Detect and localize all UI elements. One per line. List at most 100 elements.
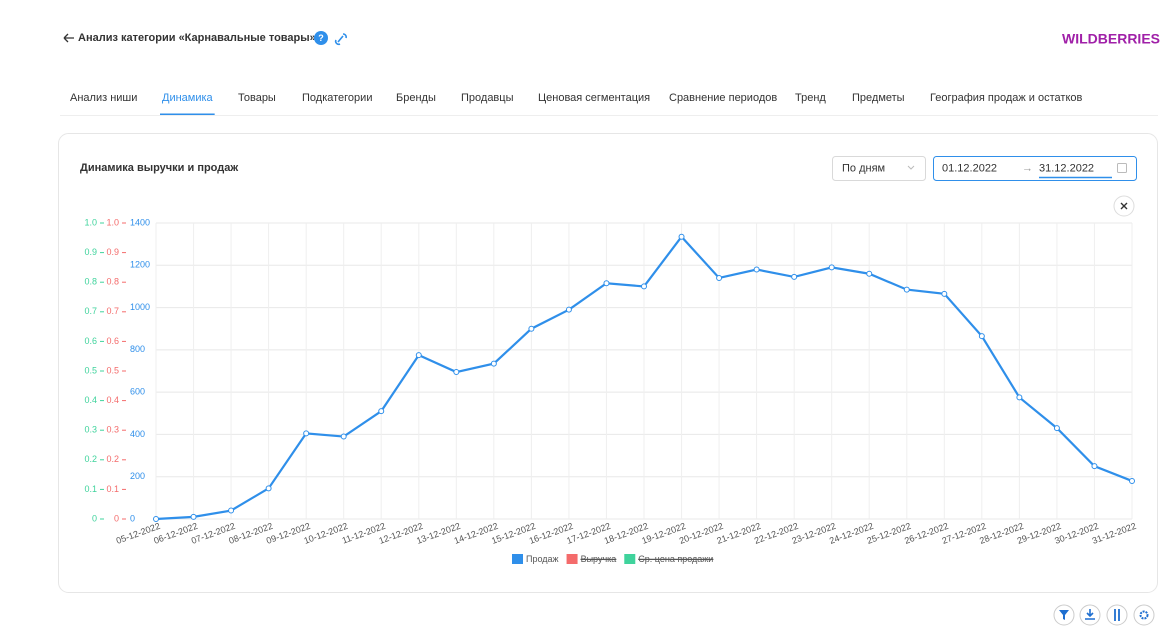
data-point — [190, 513, 197, 520]
data-point — [340, 433, 347, 440]
y2-tick-label: 0.3 — [106, 425, 119, 435]
data-point — [941, 290, 948, 297]
legend-swatch[interactable] — [624, 554, 636, 564]
y3-tick-label: 1.0 — [84, 217, 97, 227]
data-point — [603, 280, 610, 287]
data-point — [303, 430, 310, 437]
download-icon — [1085, 609, 1095, 620]
y2-tick-label: 1.0 — [106, 217, 119, 227]
close-icon — [1120, 202, 1128, 210]
date-range[interactable] — [933, 156, 1137, 181]
sort-button[interactable] — [1106, 604, 1128, 626]
data-point — [378, 408, 385, 415]
legend-swatch[interactable] — [512, 554, 523, 564]
tab[interactable]: Ценовая сегментация — [538, 92, 650, 104]
data-point — [490, 360, 497, 367]
data-point — [791, 273, 798, 280]
y2-tick-label: 0.1 — [106, 484, 119, 494]
y2-tick-label: 0 — [114, 513, 119, 523]
select-caret — [907, 165, 915, 170]
date-from[interactable]: 01.12.2022 — [942, 162, 997, 174]
data-point — [903, 286, 910, 293]
data-point — [453, 369, 460, 376]
y-tick-label: 0 — [130, 513, 135, 523]
y-tick-label: 200 — [130, 471, 145, 481]
period-select-value: По дням — [842, 162, 885, 174]
y2-tick-label: 0.6 — [106, 336, 119, 346]
settings-button[interactable] — [1133, 604, 1155, 626]
data-point — [978, 333, 985, 340]
tab[interactable]: География продаж и остатков — [930, 92, 1083, 104]
tab[interactable]: Динамика — [162, 92, 214, 104]
data-point — [716, 274, 723, 281]
help-icon-glyph: ? — [318, 33, 324, 43]
back-arrow[interactable] — [63, 33, 74, 43]
data-point — [153, 516, 159, 522]
data-point — [828, 264, 835, 271]
y2-tick-label: 0.8 — [106, 277, 119, 287]
data-point — [866, 270, 873, 277]
data-point — [1091, 463, 1098, 470]
period-select[interactable] — [832, 156, 926, 181]
tab[interactable]: Бренды — [396, 92, 436, 104]
y3-tick-label: 0.5 — [84, 365, 97, 375]
tab[interactable]: Предметы — [852, 92, 905, 104]
data-point — [753, 266, 760, 273]
link-icon[interactable] — [334, 33, 347, 46]
calendar-icon[interactable] — [1117, 163, 1127, 173]
y2-tick-label: 0.5 — [106, 365, 119, 375]
data-point — [1016, 394, 1023, 401]
range-separator: → — [1022, 162, 1033, 174]
y3-tick-label: 0.9 — [84, 247, 97, 257]
tab[interactable]: Сравнение периодов — [669, 92, 777, 104]
legend-swatch[interactable] — [566, 554, 578, 564]
date-to[interactable]: 31.12.2022 — [1039, 162, 1094, 174]
legend-label[interactable]: Выручка — [581, 554, 617, 564]
y3-tick-label: 0.6 — [84, 336, 97, 346]
y-tick-label: 1400 — [130, 217, 150, 227]
y3-tick-label: 0.2 — [84, 454, 97, 464]
sort-icon — [1114, 609, 1120, 621]
tab[interactable]: Подкатегории — [302, 92, 372, 104]
y-tick-label: 800 — [130, 344, 145, 354]
y3-tick-label: 0.3 — [84, 425, 97, 435]
data-point — [228, 507, 235, 514]
y3-tick-label: 0.4 — [84, 395, 97, 405]
help-icon[interactable] — [314, 31, 328, 45]
y3-tick-label: 0 — [92, 513, 97, 523]
page-title: Анализ категории «Карнавальные товары» — [78, 32, 316, 44]
legend-label[interactable]: Продаж — [526, 554, 559, 564]
y-tick-label: 400 — [130, 429, 145, 439]
legend-label[interactable]: Ср. цена продажи — [638, 554, 713, 564]
y2-tick-label: 0.7 — [106, 306, 119, 316]
tab-bar: Анализ ниши Динамика Товары Подкатегории Бре… — [70, 92, 1083, 116]
y2-tick-label: 0.4 — [106, 395, 119, 405]
data-point — [1129, 477, 1135, 484]
y-tick-label: 600 — [130, 387, 145, 397]
tab[interactable]: Товары — [238, 92, 276, 104]
y-tick-label: 1000 — [130, 302, 150, 312]
tab[interactable]: Анализ ниши — [70, 92, 137, 104]
tab[interactable]: Тренд — [795, 92, 826, 104]
chart-card — [58, 133, 1158, 593]
y2-tick-label: 0.9 — [106, 247, 119, 257]
settings-icon — [1139, 610, 1149, 620]
data-point — [265, 485, 272, 492]
toolbar — [1053, 604, 1155, 626]
tab[interactable]: Продавцы — [461, 92, 514, 104]
y2-tick-label: 0.2 — [106, 454, 119, 464]
data-point — [565, 306, 572, 313]
brand-logo: WILDBERRIES — [1062, 31, 1160, 47]
data-point — [415, 352, 422, 359]
y3-tick-label: 0.7 — [84, 306, 97, 316]
y-tick-label: 1200 — [130, 260, 150, 270]
data-point — [528, 325, 535, 332]
filter-icon — [1059, 610, 1069, 620]
data-point — [641, 283, 647, 290]
data-point — [1053, 425, 1060, 432]
y3-tick-label: 0.8 — [84, 277, 97, 287]
data-point — [678, 233, 685, 240]
chart-title: Динамика выручки и продаж — [80, 162, 238, 174]
